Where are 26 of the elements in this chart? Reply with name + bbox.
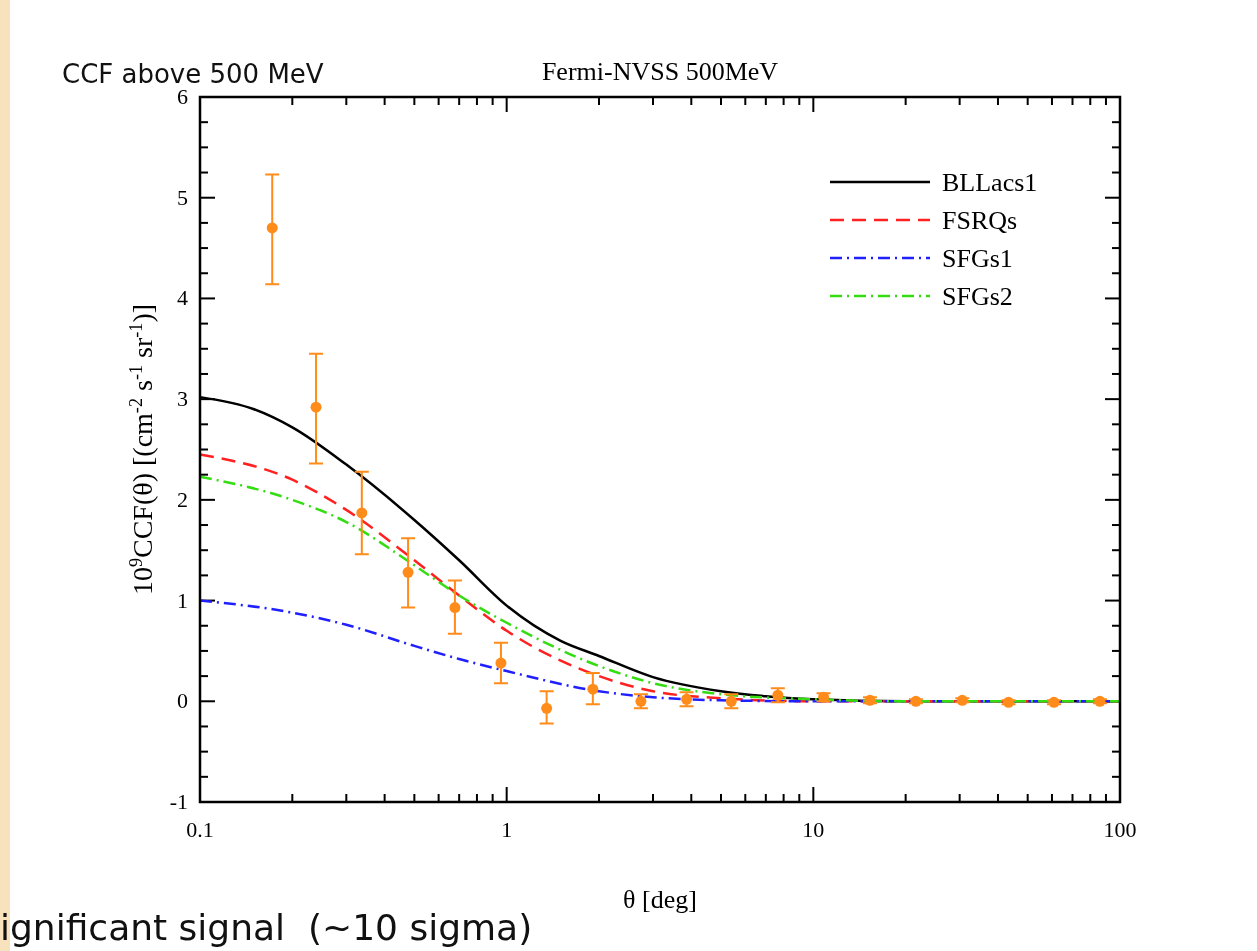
y-tick-label: 5 xyxy=(177,184,188,210)
point xyxy=(266,222,278,234)
y-tick-label: 1 xyxy=(177,587,188,613)
y-tick-label: 3 xyxy=(177,386,188,412)
point xyxy=(495,657,507,669)
y-tick-label: 2 xyxy=(177,486,188,512)
legend-label: BLLacs1 xyxy=(942,168,1038,197)
x-tick-label: 0.1 xyxy=(186,817,214,842)
legend-label: SFGs2 xyxy=(942,282,1013,311)
legend-label: SFGs1 xyxy=(942,244,1013,273)
point xyxy=(587,683,599,695)
text: ignificant signal (~10 sigma) xyxy=(0,907,533,948)
y-tick-label: 0 xyxy=(177,688,188,714)
point xyxy=(541,702,553,714)
point xyxy=(449,602,461,614)
point xyxy=(402,566,414,578)
chart-title: Fermi-NVSS 500MeV xyxy=(541,57,779,86)
x-axis-title: θ [deg] xyxy=(623,885,697,914)
x-tick-label: 1 xyxy=(501,817,513,842)
legend-label: FSRQs xyxy=(942,206,1018,235)
point xyxy=(310,401,322,413)
x-tick-label: 100 xyxy=(1103,817,1137,842)
y-tick-label: -1 xyxy=(169,789,188,814)
y-tick-label: 4 xyxy=(177,285,188,311)
x-tick-label: 10 xyxy=(802,817,825,842)
point xyxy=(356,507,368,519)
